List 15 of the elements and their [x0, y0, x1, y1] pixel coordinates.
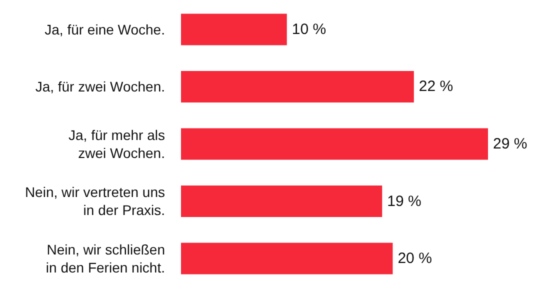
- bar: [181, 14, 287, 46]
- y-tick-label: Ja, für mehr als zwei Wochen.: [68, 126, 165, 161]
- bar: [181, 186, 382, 218]
- y-tick-label: Nein, wir vertreten uns in der Praxis.: [24, 184, 165, 218]
- data-label: 20 %: [398, 250, 432, 268]
- bar: [181, 70, 414, 102]
- y-tick-label: Ja, für zwei Wochen.: [35, 78, 165, 95]
- data-label: 10 %: [292, 20, 326, 38]
- data-label: 22 %: [418, 78, 454, 96]
- data-label: 29 %: [493, 136, 528, 152]
- bar: [181, 128, 488, 160]
- bar: [181, 242, 393, 274]
- data-label: 19 %: [387, 192, 422, 210]
- y-tick-label: Ja, für eine Woche.: [44, 21, 165, 38]
- y-tick-label: Nein, wir schließen in den Ferien nicht.: [46, 241, 165, 276]
